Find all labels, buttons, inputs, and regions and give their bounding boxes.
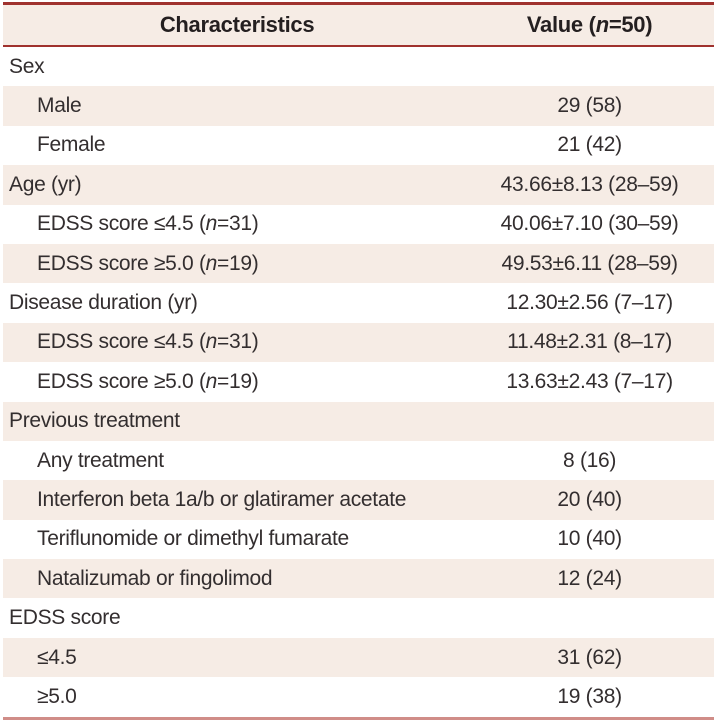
characteristics-table: Characteristics Value (n=50) Sex Male 29 (…: [3, 2, 714, 720]
row-value: 12 (24): [557, 566, 622, 590]
row-label: Previous treatment: [9, 409, 180, 433]
row-label: Age (yr): [9, 172, 82, 196]
row-value: 20 (40): [557, 487, 622, 511]
row-label: EDSS score ≥5.0 (n=19): [37, 251, 259, 275]
row-label: EDSS score ≤4.5 (n=31): [37, 212, 259, 236]
table-row: EDSS score ≥5.0 (n=19) 49.53±6.11 (28–59): [3, 243, 714, 284]
table-header-row: Characteristics Value (n=50): [3, 5, 714, 47]
row-value: 11.48±2.31 (8–17): [507, 330, 672, 354]
row-label: EDSS score ≥5.0 (n=19): [37, 369, 259, 393]
row-value: 19 (38): [557, 684, 622, 708]
table-row: Sex: [3, 47, 714, 86]
row-label: Interferon beta 1a/b or glatiramer aceta…: [37, 487, 407, 511]
table-row: ≥5.0 19 (38): [3, 677, 714, 716]
row-value: 21 (42): [557, 133, 622, 157]
value-column-header: Value (n=50): [526, 12, 653, 37]
table-row: Disease duration (yr) 12.30±2.56 (7–17): [3, 283, 714, 322]
characteristics-column-header: Characteristics: [159, 12, 315, 37]
row-value: 10 (40): [557, 527, 622, 551]
row-label: ≤4.5: [37, 645, 77, 669]
row-label: Natalizumab or fingolimod: [37, 566, 273, 590]
table-row: Female 21 (42): [3, 126, 714, 165]
row-label: EDSS score: [9, 606, 121, 630]
row-value: 43.66±8.13 (28–59): [500, 172, 679, 196]
table-row: Natalizumab or fingolimod 12 (24): [3, 559, 714, 599]
row-value: 29 (58): [557, 94, 622, 118]
row-label: Teriflunomide or dimethyl fumarate: [37, 527, 349, 551]
row-label: ≥5.0: [37, 684, 77, 708]
row-value: 40.06±7.10 (30–59): [500, 212, 679, 236]
table-row: Male 29 (58): [3, 86, 714, 126]
row-label: EDSS score ≤4.5 (n=31): [37, 330, 259, 354]
row-value: 49.53±6.11 (28–59): [501, 251, 678, 275]
table-row: Interferon beta 1a/b or glatiramer aceta…: [3, 480, 714, 520]
row-value: 13.63±2.43 (7–17): [506, 369, 673, 393]
table-row: Previous treatment: [3, 401, 714, 441]
table-row: EDSS score ≤4.5 (n=31) 40.06±7.10 (30–59): [3, 205, 714, 244]
table-row: ≤4.5 31 (62): [3, 637, 714, 678]
table-row: Age (yr) 43.66±8.13 (28–59): [3, 165, 714, 205]
table-row: Teriflunomide or dimethyl fumarate 10 (40…: [3, 520, 714, 559]
table-row: EDSS score ≤4.5 (n=31) 11.48±2.31 (8–17): [3, 322, 714, 363]
table-body: Sex Male 29 (58) Female 21 (42) Age (yr) 43.66…: [3, 47, 714, 717]
row-label: Sex: [9, 54, 45, 78]
row-label: Any treatment: [37, 448, 164, 472]
table-row: EDSS score ≥5.0 (n=19) 13.63±2.43 (7–17): [3, 362, 714, 401]
row-label: Male: [37, 94, 82, 118]
row-label: Disease duration (yr): [9, 291, 198, 315]
row-value: 12.30±2.56 (7–17): [506, 291, 673, 315]
table-row: EDSS score: [3, 598, 714, 637]
row-label: Female: [37, 133, 106, 157]
row-value: 31 (62): [557, 645, 622, 669]
row-value: 8 (16): [563, 448, 617, 472]
table-row: Any treatment 8 (16): [3, 441, 714, 480]
